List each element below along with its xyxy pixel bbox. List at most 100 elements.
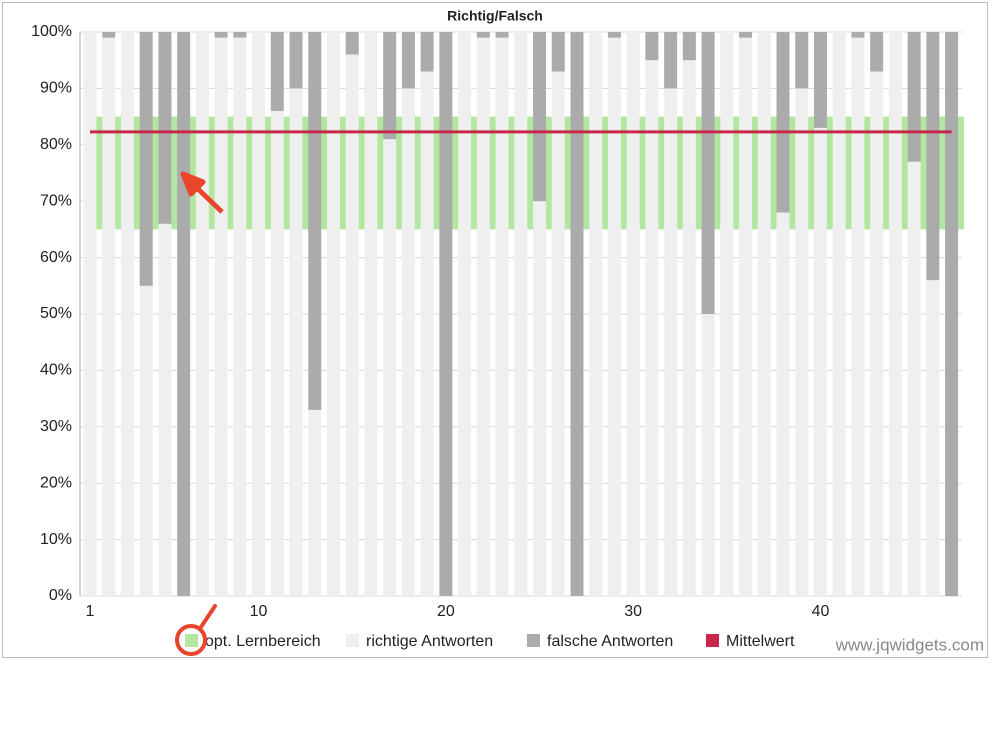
optimal-range [956, 116, 965, 230]
optimal-range [356, 116, 365, 230]
bar-correct [776, 212, 790, 597]
bar-wrong [533, 32, 547, 202]
bar-correct [607, 37, 621, 596]
optimal-range [150, 116, 159, 230]
optimal-range [487, 116, 496, 230]
bar-wrong [420, 32, 434, 72]
optimal-range [562, 116, 571, 230]
optimal-range [225, 116, 234, 230]
bar-correct [252, 32, 266, 596]
legend-swatch [185, 634, 198, 647]
y-tick-label: 60% [40, 249, 72, 266]
optimal-range [637, 116, 646, 230]
bar-wrong [682, 32, 696, 61]
bar-wrong [139, 32, 153, 286]
optimal-range [169, 116, 178, 230]
optimal-range [544, 116, 553, 230]
bar-correct [345, 54, 359, 597]
legend-label: richtige Antworten [366, 633, 493, 650]
y-tick-label: 0% [49, 587, 72, 604]
optimal-range [787, 116, 796, 230]
optimal-range [469, 116, 478, 230]
annotation-arrow [180, 171, 224, 214]
bar-correct [533, 201, 547, 596]
bar-wrong [907, 32, 921, 162]
optimal-range [693, 116, 702, 230]
optimal-range [881, 116, 890, 230]
bar-correct [720, 32, 734, 596]
legend-swatch [706, 634, 719, 647]
bar-wrong [270, 32, 284, 111]
bar-correct [739, 37, 753, 596]
bar-wrong [739, 32, 753, 38]
x-tick-label: 40 [812, 603, 830, 620]
bar-correct [401, 88, 415, 597]
optimal-range [712, 116, 721, 230]
optimal-range [806, 116, 815, 230]
optimal-range [450, 116, 459, 230]
bar-correct [270, 110, 284, 597]
optimal-range [319, 116, 328, 230]
bar-correct [214, 37, 228, 596]
y-tick-label: 40% [40, 362, 72, 379]
bar-wrong [383, 32, 397, 140]
bar-wrong [701, 32, 715, 314]
bar-wrong [570, 32, 584, 596]
optimal-range [375, 116, 384, 230]
bar-wrong [926, 32, 940, 281]
bar-correct [832, 32, 846, 596]
bar-correct [308, 409, 322, 596]
y-tick-label: 20% [40, 474, 72, 491]
bar-wrong [551, 32, 565, 72]
optimal-range [206, 116, 215, 230]
bar-correct [195, 32, 209, 596]
bar-wrong [158, 32, 172, 224]
optimal-range [281, 116, 290, 230]
bar-correct [83, 32, 97, 596]
bar-correct [888, 32, 902, 596]
bar-correct [420, 71, 434, 597]
optimal-range [768, 116, 777, 230]
bar-wrong [233, 32, 247, 38]
y-tick-label: 50% [40, 305, 72, 322]
bar-correct [701, 314, 715, 596]
optimal-range [918, 116, 927, 230]
optimal-range [656, 116, 665, 230]
bar-correct [495, 37, 509, 596]
bar-correct [682, 60, 696, 596]
bar-wrong [401, 32, 415, 89]
bar-correct [233, 37, 247, 596]
y-tick-label: 10% [40, 531, 72, 548]
legend-swatch [527, 634, 540, 647]
bar-wrong [476, 32, 490, 38]
optimal-range [899, 116, 908, 230]
bar-wrong [214, 32, 228, 38]
y-tick-label: 80% [40, 136, 72, 153]
bar-correct [458, 32, 472, 596]
optimal-range [581, 116, 590, 230]
bar-wrong [607, 32, 621, 38]
optimal-range [244, 116, 253, 230]
optimal-range [412, 116, 421, 230]
bar-correct [383, 139, 397, 596]
legend-label: opt. Lernbereich [205, 633, 321, 650]
optimal-range [263, 116, 272, 230]
optimal-range [618, 116, 627, 230]
bar-correct [870, 71, 884, 597]
bar-wrong [439, 32, 453, 596]
bar-correct [664, 88, 678, 597]
bar-wrong [851, 32, 865, 38]
bar-correct [851, 37, 865, 596]
bar-wrong [645, 32, 659, 61]
bar-correct [102, 37, 116, 596]
optimal-range [337, 116, 346, 230]
bar-wrong [795, 32, 809, 89]
optimal-range [843, 116, 852, 230]
bar-wrong [495, 32, 509, 38]
y-tick-label: 30% [40, 418, 72, 435]
bar-wrong [945, 32, 959, 596]
optimal-range [731, 116, 740, 230]
optimal-range [750, 116, 759, 230]
optimal-range [188, 116, 197, 230]
bar-wrong [177, 32, 191, 596]
